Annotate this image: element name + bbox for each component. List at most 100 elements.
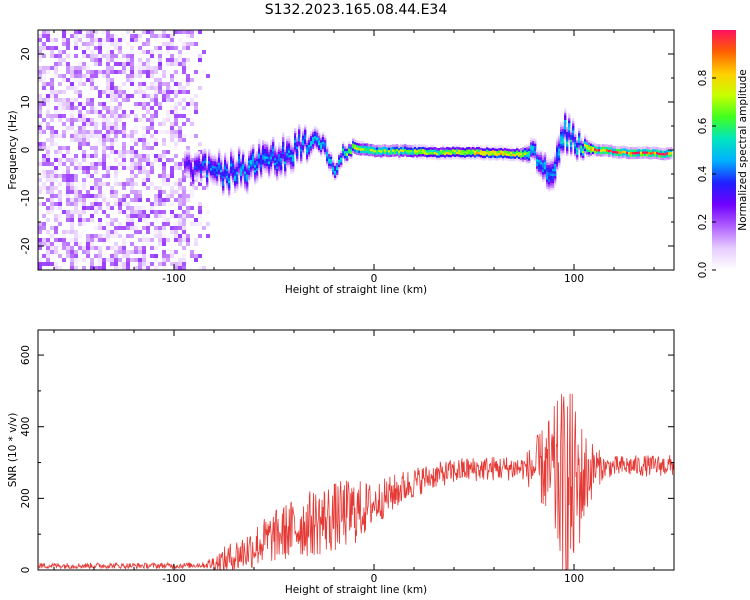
heatmap-cell	[106, 186, 110, 190]
heatmap-cell	[130, 154, 134, 158]
heatmap-cell	[138, 206, 142, 210]
heatmap-cell	[250, 171, 253, 175]
heatmap-cell	[452, 146, 455, 150]
heatmap-cell	[134, 130, 138, 134]
heatmap-cell	[254, 169, 257, 173]
heatmap-cell	[188, 166, 191, 170]
heatmap-cell	[564, 110, 567, 113]
heatmap-cell	[280, 169, 283, 173]
heatmap-cell	[518, 154, 521, 157]
heatmap-cell	[194, 102, 198, 106]
heatmap-cell	[70, 178, 74, 182]
heatmap-cell	[256, 177, 259, 181]
heatmap-cell	[50, 138, 54, 142]
heatmap-cell	[90, 206, 94, 210]
heatmap-cell	[282, 139, 285, 142]
heatmap-cell	[558, 162, 561, 166]
heatmap-cell	[122, 242, 126, 246]
heatmap-cell	[270, 154, 273, 157]
heatmap-cell	[78, 78, 82, 82]
heatmap-cell	[610, 144, 613, 148]
heatmap-cell	[134, 102, 138, 106]
heatmap-cell	[224, 155, 227, 158]
heatmap-cell	[162, 254, 166, 258]
heatmap-cell	[250, 157, 253, 160]
heatmap-cell	[58, 110, 62, 114]
heatmap-cell	[118, 50, 122, 54]
heatmap-cell	[234, 159, 237, 162]
heatmap-cell	[118, 222, 122, 226]
heatmap-cell	[482, 148, 485, 151]
heatmap-cell	[210, 168, 213, 171]
heatmap-cell	[504, 157, 507, 161]
heatmap-cell	[546, 181, 549, 185]
heatmap-cell	[552, 161, 555, 164]
heatmap-cell	[110, 34, 114, 38]
heatmap-cell	[66, 178, 70, 182]
heatmap-cell	[300, 139, 303, 143]
heatmap-cell	[538, 166, 541, 170]
heatmap-cell	[582, 143, 585, 147]
heatmap-cell	[454, 154, 457, 157]
heatmap-cell	[540, 157, 543, 160]
heatmap-cell	[150, 34, 154, 38]
heatmap-cell	[398, 152, 401, 156]
heatmap-cell	[38, 126, 42, 130]
heatmap-cell	[146, 66, 150, 70]
heatmap-cell	[70, 122, 74, 126]
heatmap-cell	[86, 218, 90, 222]
heatmap-cell	[474, 152, 477, 156]
heatmap-cell	[102, 134, 106, 138]
heatmap-cell	[154, 50, 158, 54]
heatmap-cell	[130, 210, 134, 214]
heatmap-cell	[590, 145, 593, 149]
heatmap-cell	[290, 149, 293, 153]
heatmap-cell	[58, 166, 62, 170]
heatmap-cell	[640, 146, 643, 150]
heatmap-cell	[210, 180, 213, 183]
heatmap-cell	[188, 174, 191, 177]
heatmap-cell	[114, 46, 118, 50]
heatmap-cell	[394, 149, 397, 152]
heatmap-cell	[596, 151, 599, 154]
heatmap-cell	[162, 250, 166, 254]
heatmap-cell	[166, 110, 170, 114]
heatmap-cell	[162, 214, 166, 218]
heatmap-cell	[50, 46, 54, 50]
heatmap-cell	[586, 149, 589, 153]
heatmap-cell	[570, 142, 573, 145]
heatmap-cell	[248, 177, 251, 180]
heatmap-cell	[162, 234, 166, 238]
heatmap-cell	[660, 150, 663, 153]
heatmap-cell	[194, 153, 197, 156]
heatmap-cell	[126, 266, 130, 270]
heatmap-cell	[256, 175, 259, 178]
heatmap-cell	[130, 250, 134, 254]
heatmap-cell	[142, 266, 146, 270]
heatmap-cell	[458, 149, 461, 152]
heatmap-cell	[352, 145, 355, 149]
heatmap-cell	[622, 145, 625, 149]
heatmap-cell	[550, 158, 553, 162]
heatmap-cell	[250, 176, 253, 180]
heatmap-cell	[268, 168, 271, 172]
heatmap-cell	[110, 234, 114, 238]
heatmap-cell	[248, 160, 251, 163]
heatmap-cell	[250, 169, 253, 172]
heatmap-cell	[558, 143, 561, 147]
heatmap-cell	[324, 135, 327, 138]
heatmap-cell	[110, 138, 114, 142]
heatmap-cell	[216, 166, 219, 170]
heatmap-cell	[618, 153, 621, 157]
heatmap-cell	[94, 74, 98, 78]
heatmap-cell	[94, 70, 98, 74]
heatmap-cell	[196, 169, 199, 172]
heatmap-cell	[358, 140, 361, 144]
heatmap-cell	[94, 54, 98, 58]
heatmap-cell	[110, 258, 114, 262]
heatmap-cell	[278, 151, 281, 155]
heatmap-cell	[106, 134, 110, 138]
heatmap-cell	[142, 138, 146, 142]
heatmap-cell	[186, 242, 190, 246]
heatmap-cell	[202, 153, 205, 157]
